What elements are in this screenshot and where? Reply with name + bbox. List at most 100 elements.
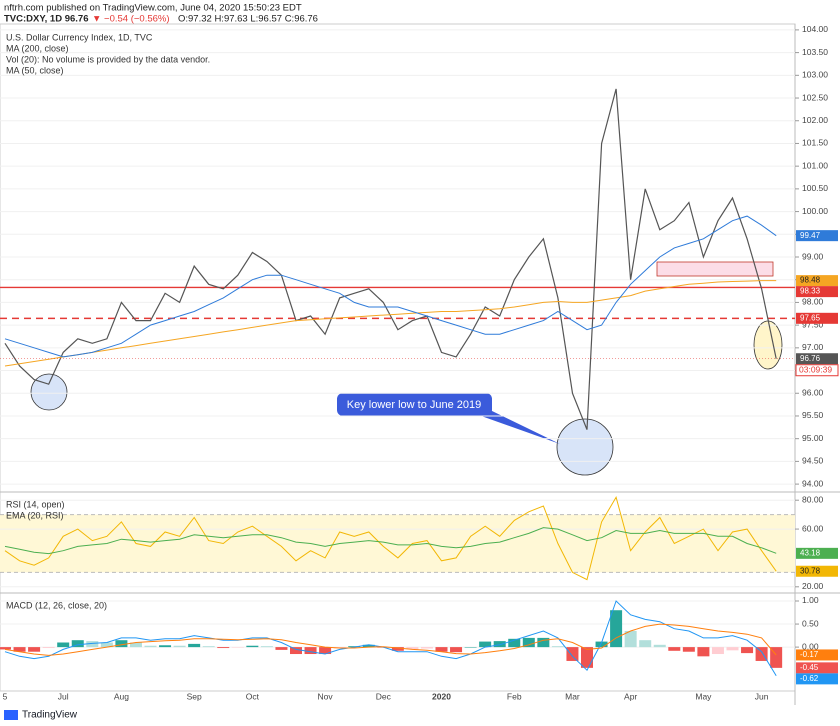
value-box	[796, 312, 838, 324]
y-tick-label: 102.00	[802, 115, 828, 125]
histogram-bar	[406, 647, 419, 650]
y-tick-label: 100.50	[802, 183, 828, 193]
histogram-bar	[624, 630, 637, 648]
macd-line	[4, 600, 777, 676]
histogram-bar	[86, 641, 99, 648]
countdown: 03:09:39	[799, 364, 832, 374]
histogram-bar	[711, 647, 724, 655]
y-tick-label: 100.00	[802, 206, 828, 216]
y-tick-label: 94.50	[802, 456, 824, 466]
value-box	[796, 662, 838, 674]
series-line	[4, 215, 777, 358]
histogram-bar	[159, 645, 172, 648]
histogram-bar	[610, 610, 623, 648]
y-tick-label: 102.50	[802, 92, 828, 102]
histogram-bar	[129, 642, 142, 648]
value-box-label: -0.62	[800, 674, 819, 683]
value-box-label: 97.65	[800, 313, 821, 322]
value-box	[796, 353, 838, 365]
histogram-bar	[508, 638, 521, 648]
y-tick-label: 96.00	[802, 388, 824, 398]
value-box-label: -0.45	[800, 663, 819, 672]
ohlc: O:97.32 H:97.63 L:96.57 C:96.76	[178, 14, 318, 25]
histogram-bar	[100, 642, 113, 648]
histogram-bar	[42, 647, 55, 649]
histogram-bar	[682, 647, 695, 652]
histogram-bar	[653, 644, 666, 648]
histogram-bar	[479, 641, 492, 648]
histogram-bar	[71, 640, 84, 648]
x-tick-label: Jul	[58, 691, 69, 701]
y-tick-label: 95.50	[802, 410, 824, 420]
value-box	[796, 230, 838, 242]
value-box-label: 43.18	[800, 548, 821, 557]
histogram-bar	[391, 647, 404, 651]
legend-entry: RSI (14, open)	[6, 499, 65, 509]
x-tick-label: Oct	[246, 691, 260, 701]
histogram-bar	[0, 647, 11, 650]
series-line	[4, 527, 777, 555]
y-tick-label: 98.00	[802, 297, 824, 307]
highlight-ellipse	[753, 320, 783, 370]
value-box	[796, 649, 838, 661]
x-tick-label: 2020	[432, 691, 451, 701]
x-tick-label: Mar	[565, 691, 580, 701]
rsi-band	[0, 514, 795, 573]
histogram-bar	[304, 647, 317, 655]
value-box-label: -0.17	[800, 650, 819, 659]
callout-text: Key lower low to June 2019	[347, 399, 482, 411]
low-circle	[556, 418, 614, 476]
histogram-bar	[420, 647, 433, 649]
y-tick-label: 103.00	[802, 70, 828, 80]
y-tick-label: 80.00	[802, 494, 824, 504]
legend-entry: U.S. Dollar Currency Index, 1D, TVC	[6, 32, 153, 42]
histogram-bar	[697, 647, 710, 657]
histogram-bar	[246, 645, 259, 648]
x-tick-label: Aug	[114, 691, 129, 701]
histogram-bar	[144, 645, 157, 648]
symbol: TVC:DXY, 1D 96.76	[4, 14, 88, 25]
y-tick-label: 1.00	[802, 595, 819, 605]
callout-box	[337, 393, 492, 416]
signal-line	[4, 623, 777, 656]
histogram-bar	[464, 647, 477, 648]
value-box-label: 99.47	[800, 231, 821, 240]
published-line: nftrh.com published on TradingView.com, …	[4, 3, 302, 14]
histogram-bar	[741, 647, 754, 654]
low-circle	[30, 373, 68, 411]
histogram-bar	[435, 647, 448, 652]
histogram-bar	[639, 640, 652, 648]
x-tick-label: Feb	[507, 691, 522, 701]
y-tick-label: 99.00	[802, 251, 824, 261]
plot-layer: 94.0094.5095.0095.5096.0096.5097.0097.50…	[0, 24, 839, 701]
y-tick-label: 97.50	[802, 319, 824, 329]
legend-entry: MA (50, close)	[6, 65, 64, 75]
callout-pointer	[470, 410, 560, 444]
x-tick-label: Apr	[624, 691, 637, 701]
histogram-bar	[188, 643, 201, 648]
histogram-bar	[57, 642, 70, 648]
value-box-label: 98.48	[800, 276, 821, 285]
histogram-bar	[522, 637, 535, 648]
histogram-bar	[319, 647, 332, 655]
x-tick-label: Jun	[755, 691, 769, 701]
histogram-bar	[493, 641, 506, 648]
histogram-bar	[115, 640, 128, 648]
histogram-bar	[595, 641, 608, 648]
y-tick-label: 60.00	[802, 523, 824, 533]
change: ▼ −0.54 (−0.56%)	[92, 14, 170, 25]
histogram-bar	[726, 647, 739, 651]
histogram-bar	[362, 644, 375, 648]
value-box	[796, 286, 838, 298]
histogram-bar	[290, 647, 302, 655]
histogram-bar	[551, 646, 564, 648]
series-line	[4, 88, 777, 430]
y-tick-label: 20.00	[802, 581, 824, 591]
histogram-bar	[770, 647, 783, 668]
value-box	[796, 565, 838, 577]
y-tick-label: 0.50	[802, 618, 819, 628]
x-tick-label: May	[695, 691, 712, 701]
x-tick-label: Nov	[318, 691, 334, 701]
